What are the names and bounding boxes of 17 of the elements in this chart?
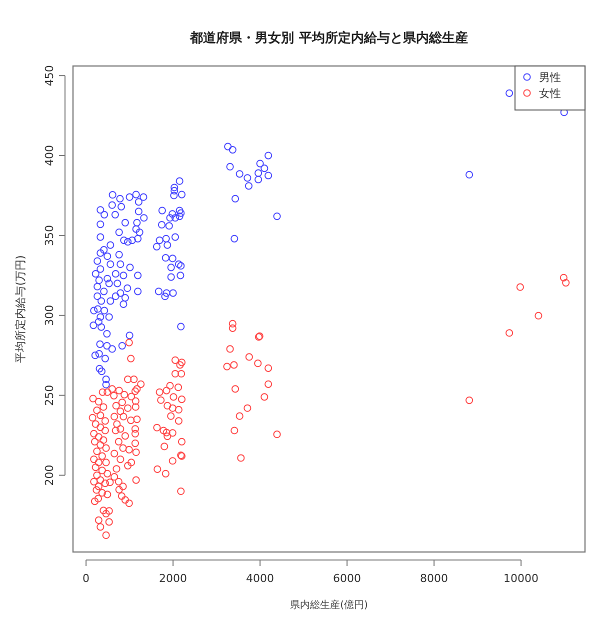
legend-label: 女性: [539, 87, 561, 100]
x-tick-label: 0: [82, 572, 90, 585]
y-tick-label: 250: [43, 384, 56, 406]
chart-title: 都道府県・男女別 平均所定内給与と県内総生産: [189, 30, 468, 46]
y-tick-label: 350: [43, 224, 56, 246]
y-axis-title: 平均所定内給与(万円): [14, 255, 27, 363]
x-tick-label: 10000: [504, 572, 539, 585]
y-tick-label: 450: [43, 65, 56, 86]
legend-label: 男性: [539, 71, 561, 84]
y-tick-label: 200: [43, 464, 56, 486]
y-tick-label: 300: [43, 304, 56, 326]
x-tick-label: 6000: [333, 572, 362, 585]
x-tick-label: 4000: [246, 572, 274, 585]
x-tick-label: 8000: [420, 572, 448, 585]
y-tick-label: 400: [43, 145, 56, 166]
x-axis-title: 県内総生産(億円): [290, 599, 368, 611]
x-tick-label: 2000: [159, 572, 188, 585]
